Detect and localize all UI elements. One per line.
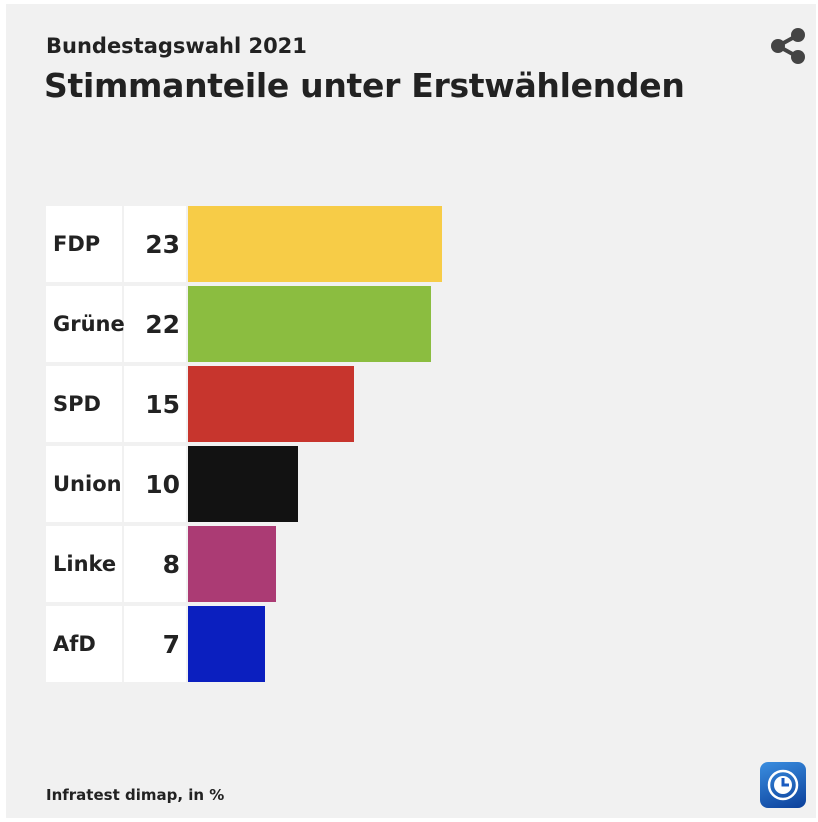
chart-card: Bundestagswahl 2021 Stimmanteile unter E… xyxy=(6,4,816,818)
tagesschau-logo xyxy=(760,762,806,808)
category-label: SPD xyxy=(46,366,122,442)
bar xyxy=(188,526,277,602)
bar xyxy=(188,606,266,682)
chart-subtitle: Bundestagswahl 2021 xyxy=(46,34,307,58)
category-label: Union xyxy=(46,446,122,522)
source-note: Infratest dimap, in % xyxy=(46,786,225,804)
bar-row: FDP 23 xyxy=(46,206,766,282)
bar xyxy=(188,206,442,282)
bar xyxy=(188,366,354,442)
bar xyxy=(188,286,431,362)
category-label: AfD xyxy=(46,606,122,682)
bar-row: Union 10 xyxy=(46,446,766,522)
value-label: 23 xyxy=(124,206,186,282)
value-label: 10 xyxy=(124,446,186,522)
category-label: FDP xyxy=(46,206,122,282)
share-icon[interactable] xyxy=(766,24,810,68)
value-label: 8 xyxy=(124,526,186,602)
bar-row: Grüne 22 xyxy=(46,286,766,362)
bar-row: AfD 7 xyxy=(46,606,766,682)
value-label: 22 xyxy=(124,286,186,362)
bar-row: SPD 15 xyxy=(46,366,766,442)
category-label: Linke xyxy=(46,526,122,602)
chart-title: Stimmanteile unter Erstwählenden xyxy=(44,66,685,105)
value-label: 15 xyxy=(124,366,186,442)
bar xyxy=(188,446,299,522)
category-label: Grüne xyxy=(46,286,125,362)
bar-row: Linke 8 xyxy=(46,526,766,602)
bar-chart: FDP 23 Grüne 22 SPD 15 Union 10 Linke 8 AfD 7 xyxy=(46,206,766,682)
value-label: 7 xyxy=(124,606,186,682)
